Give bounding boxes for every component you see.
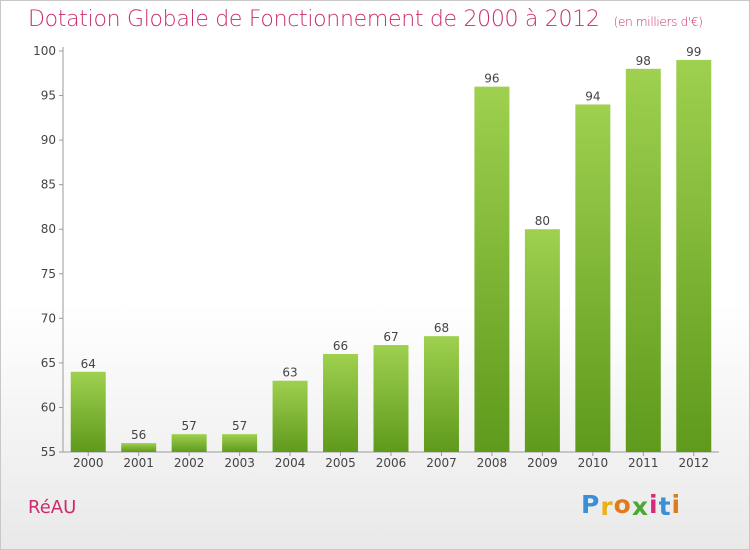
x-tick-label: 2009 — [527, 456, 558, 470]
bar-2006 — [373, 345, 409, 452]
x-tick-label: 2004 — [275, 456, 306, 470]
bar-2012 — [676, 59, 712, 453]
y-tick-label: 60 — [41, 400, 56, 414]
chart-subtitle: (en milliers d'€) — [613, 15, 703, 29]
data-label-2001: 56 — [131, 428, 146, 442]
data-label-2000: 64 — [81, 357, 96, 371]
x-tick-label: 2007 — [426, 456, 457, 470]
data-label-2008: 96 — [484, 72, 499, 86]
data-label-2009: 80 — [535, 214, 550, 228]
x-tick-label: 2002 — [174, 456, 205, 470]
bar-2001 — [121, 443, 157, 452]
x-tick-label: 2008 — [477, 456, 508, 470]
x-tick-label: 2003 — [224, 456, 255, 470]
y-tick-label: 70 — [41, 311, 56, 325]
data-label-2003: 57 — [232, 419, 247, 433]
data-label-2005: 66 — [333, 339, 348, 353]
data-label-2010: 94 — [585, 89, 600, 103]
logo-letter: i — [671, 490, 682, 519]
chart-title: Dotation Globale de Fonctionnement de 20… — [28, 7, 703, 32]
logo-letter: r — [600, 492, 614, 521]
bar-2007 — [423, 336, 459, 452]
chart-title-text: Dotation Globale de Fonctionnement de 20… — [28, 7, 600, 32]
x-tick-label: 2010 — [578, 456, 609, 470]
bar-2010 — [575, 104, 611, 452]
bar-2004 — [272, 380, 308, 452]
logo-letter: i — [649, 490, 659, 519]
x-tick-label: 2011 — [628, 456, 659, 470]
x-tick-label: 2005 — [325, 456, 356, 470]
y-tick-label: 95 — [41, 89, 56, 103]
bar-2009 — [524, 229, 560, 452]
logo-letter: P — [581, 490, 601, 519]
bar-2002 — [171, 434, 207, 452]
logo-letter: x — [631, 492, 649, 521]
y-tick-label: 75 — [41, 267, 56, 281]
proxiti-logo: Proxiti — [581, 490, 682, 521]
x-tick-label: 2001 — [123, 456, 154, 470]
data-label-2006: 67 — [383, 330, 398, 344]
bar-chart: 55 60 65 70 75 80 85 90 95 100 64 2000 56 2001 57 2002… — [33, 44, 719, 470]
data-label-2007: 68 — [434, 321, 449, 335]
x-tick-label: 2012 — [678, 456, 709, 470]
bar-2000 — [70, 371, 106, 452]
bar-2008 — [474, 86, 510, 453]
logo-letter: t — [658, 492, 672, 521]
data-label-2002: 57 — [182, 419, 197, 433]
x-tick-label: 2000 — [73, 456, 104, 470]
data-label-2004: 63 — [282, 366, 297, 380]
logo-letter: o — [613, 490, 632, 519]
bar-2011 — [625, 68, 661, 453]
bar-2005 — [323, 353, 359, 452]
y-tick-label: 65 — [41, 356, 56, 370]
y-tick-label: 85 — [41, 178, 56, 192]
data-label-2011: 98 — [636, 54, 651, 68]
data-label-2012: 99 — [686, 45, 701, 59]
y-tick-label: 55 — [41, 445, 56, 459]
commune-name: RéAU — [28, 497, 77, 518]
x-tick-label: 2006 — [376, 456, 407, 470]
y-tick-label: 80 — [41, 222, 56, 236]
y-tick-label: 90 — [41, 133, 56, 147]
y-tick-label: 100 — [33, 44, 56, 58]
bar-2003 — [222, 434, 258, 452]
